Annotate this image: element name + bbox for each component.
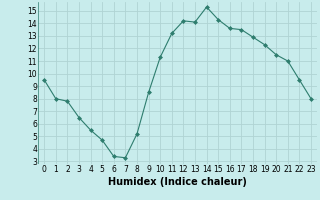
- X-axis label: Humidex (Indice chaleur): Humidex (Indice chaleur): [108, 177, 247, 187]
